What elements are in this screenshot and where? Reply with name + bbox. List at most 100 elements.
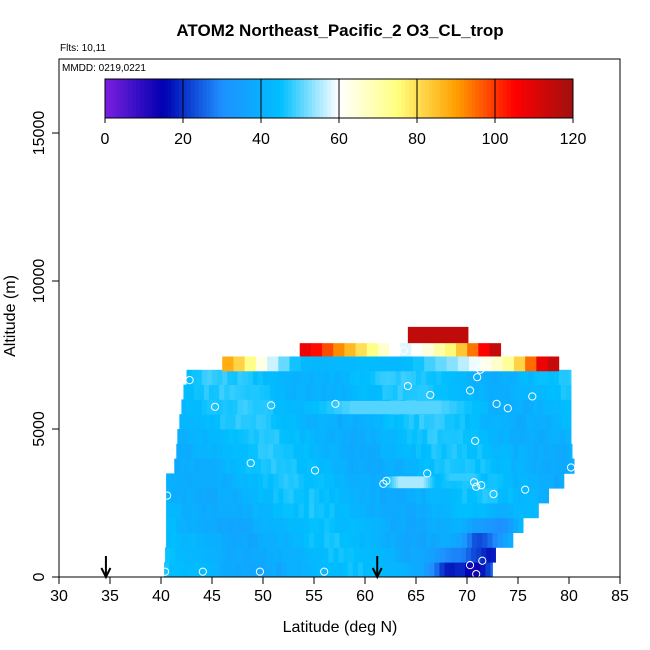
heatmap-cell [232,532,238,548]
heatmap-cell [196,399,203,415]
heatmap-cell [329,488,335,504]
heatmap-cell [333,547,339,563]
heatmap-cell [564,429,571,445]
heatmap-cell [518,443,524,459]
heatmap-cell [348,547,355,563]
heatmap-cell [247,399,254,415]
heatmap-cell [561,458,568,474]
heatmap-cell [186,532,192,548]
heatmap-cell [290,384,297,400]
heatmap-cell [319,473,325,489]
heatmap-cell [530,384,536,400]
sample-point [399,346,408,355]
heatmap-cell [248,429,255,445]
heatmap-cell [267,547,273,563]
x-tick-label: 40 [152,588,170,605]
heatmap-cell [406,429,413,445]
heatmap-cell [420,547,426,563]
heatmap-cell [191,517,198,533]
heatmap-cell [339,473,345,489]
heatmap-cell [232,503,238,519]
heatmap-cell [410,517,417,533]
heatmap-cell [497,532,504,548]
heatmap-cell [359,503,366,519]
colorbar-swatch [530,79,535,118]
heatmap-cell [204,458,211,474]
heatmap-cell [225,458,231,474]
heatmap-cell [298,369,305,385]
colorbar-swatch [534,79,539,118]
heatmap-cell [288,473,294,489]
heatmap-cell [201,517,208,533]
colorbar-swatch [374,79,379,118]
colorbar-swatch [249,79,254,118]
heatmap-cell [533,503,539,519]
heatmap-cell [410,369,417,385]
heatmap-cell [451,369,458,385]
heatmap-cell [303,443,310,459]
heatmap-cell [499,384,506,400]
heatmap-cell [247,517,254,533]
heatmap-cell [441,488,447,504]
colorbar-tick-label: 20 [174,131,192,148]
heatmap-cell [181,517,187,533]
colorbar-swatch [483,79,488,118]
heatmap-cell [476,547,482,563]
heatmap-cell [263,473,269,489]
heatmap-cell [454,414,461,430]
heatmap-cell [258,429,265,445]
heatmap-cell [507,443,514,459]
heatmap-cell [346,384,353,400]
heatmap-cell [352,414,359,430]
heatmap-cell [393,562,400,578]
heatmap-cell [232,399,238,415]
heatmap-band-cell [289,356,302,372]
heatmap-streak [389,476,393,489]
heatmap-cell [307,547,314,563]
heatmap-cell [303,532,310,548]
heatmap-cell [170,547,176,563]
heatmap-band-cell [267,356,279,372]
heatmap-cell [286,562,292,578]
heatmap-cell [461,488,468,504]
heatmap-cell [495,414,502,430]
heatmap-cell [240,458,247,474]
heatmap-cell [237,443,243,459]
sample-point [476,365,485,374]
heatmap-cell [273,532,279,548]
heatmap-cell [319,517,325,533]
heatmap-cell [303,517,310,533]
heatmap-streak [372,400,381,415]
heatmap-streak [459,473,463,481]
heatmap-cell [477,488,483,504]
plot-area [100,326,576,580]
heatmap-band-cell [390,356,403,372]
heatmap-cell [521,458,527,474]
heatmap-cell [403,458,410,474]
heatmap-cell [456,503,463,519]
heatmap-cell [449,458,456,474]
heatmap-cell [217,473,223,489]
colorbar-swatch [339,79,344,118]
heatmap-cell [217,532,223,548]
colorbar-tick-label: 60 [330,131,348,148]
heatmap-streak [408,476,412,489]
heatmap-cell [486,547,492,563]
heatmap-cell [502,443,509,459]
heatmap-cell [242,399,249,415]
heatmap-streak [449,473,452,481]
heatmap-cell [192,429,199,445]
heatmap-cell [186,473,192,489]
heatmap-cell [283,443,289,459]
heatmap-cell [544,429,551,445]
colorbar-swatch [245,79,250,118]
heatmap-cell [186,443,192,459]
heatmap-cell [232,473,238,489]
heatmap-cell [461,503,468,519]
heatmap-cell [390,532,396,548]
colorbar-swatch [553,79,558,118]
sample-point [331,399,340,408]
heatmap-band-cell [480,356,492,372]
heatmap-cell [439,458,445,474]
heatmap-band-cell [433,343,446,357]
